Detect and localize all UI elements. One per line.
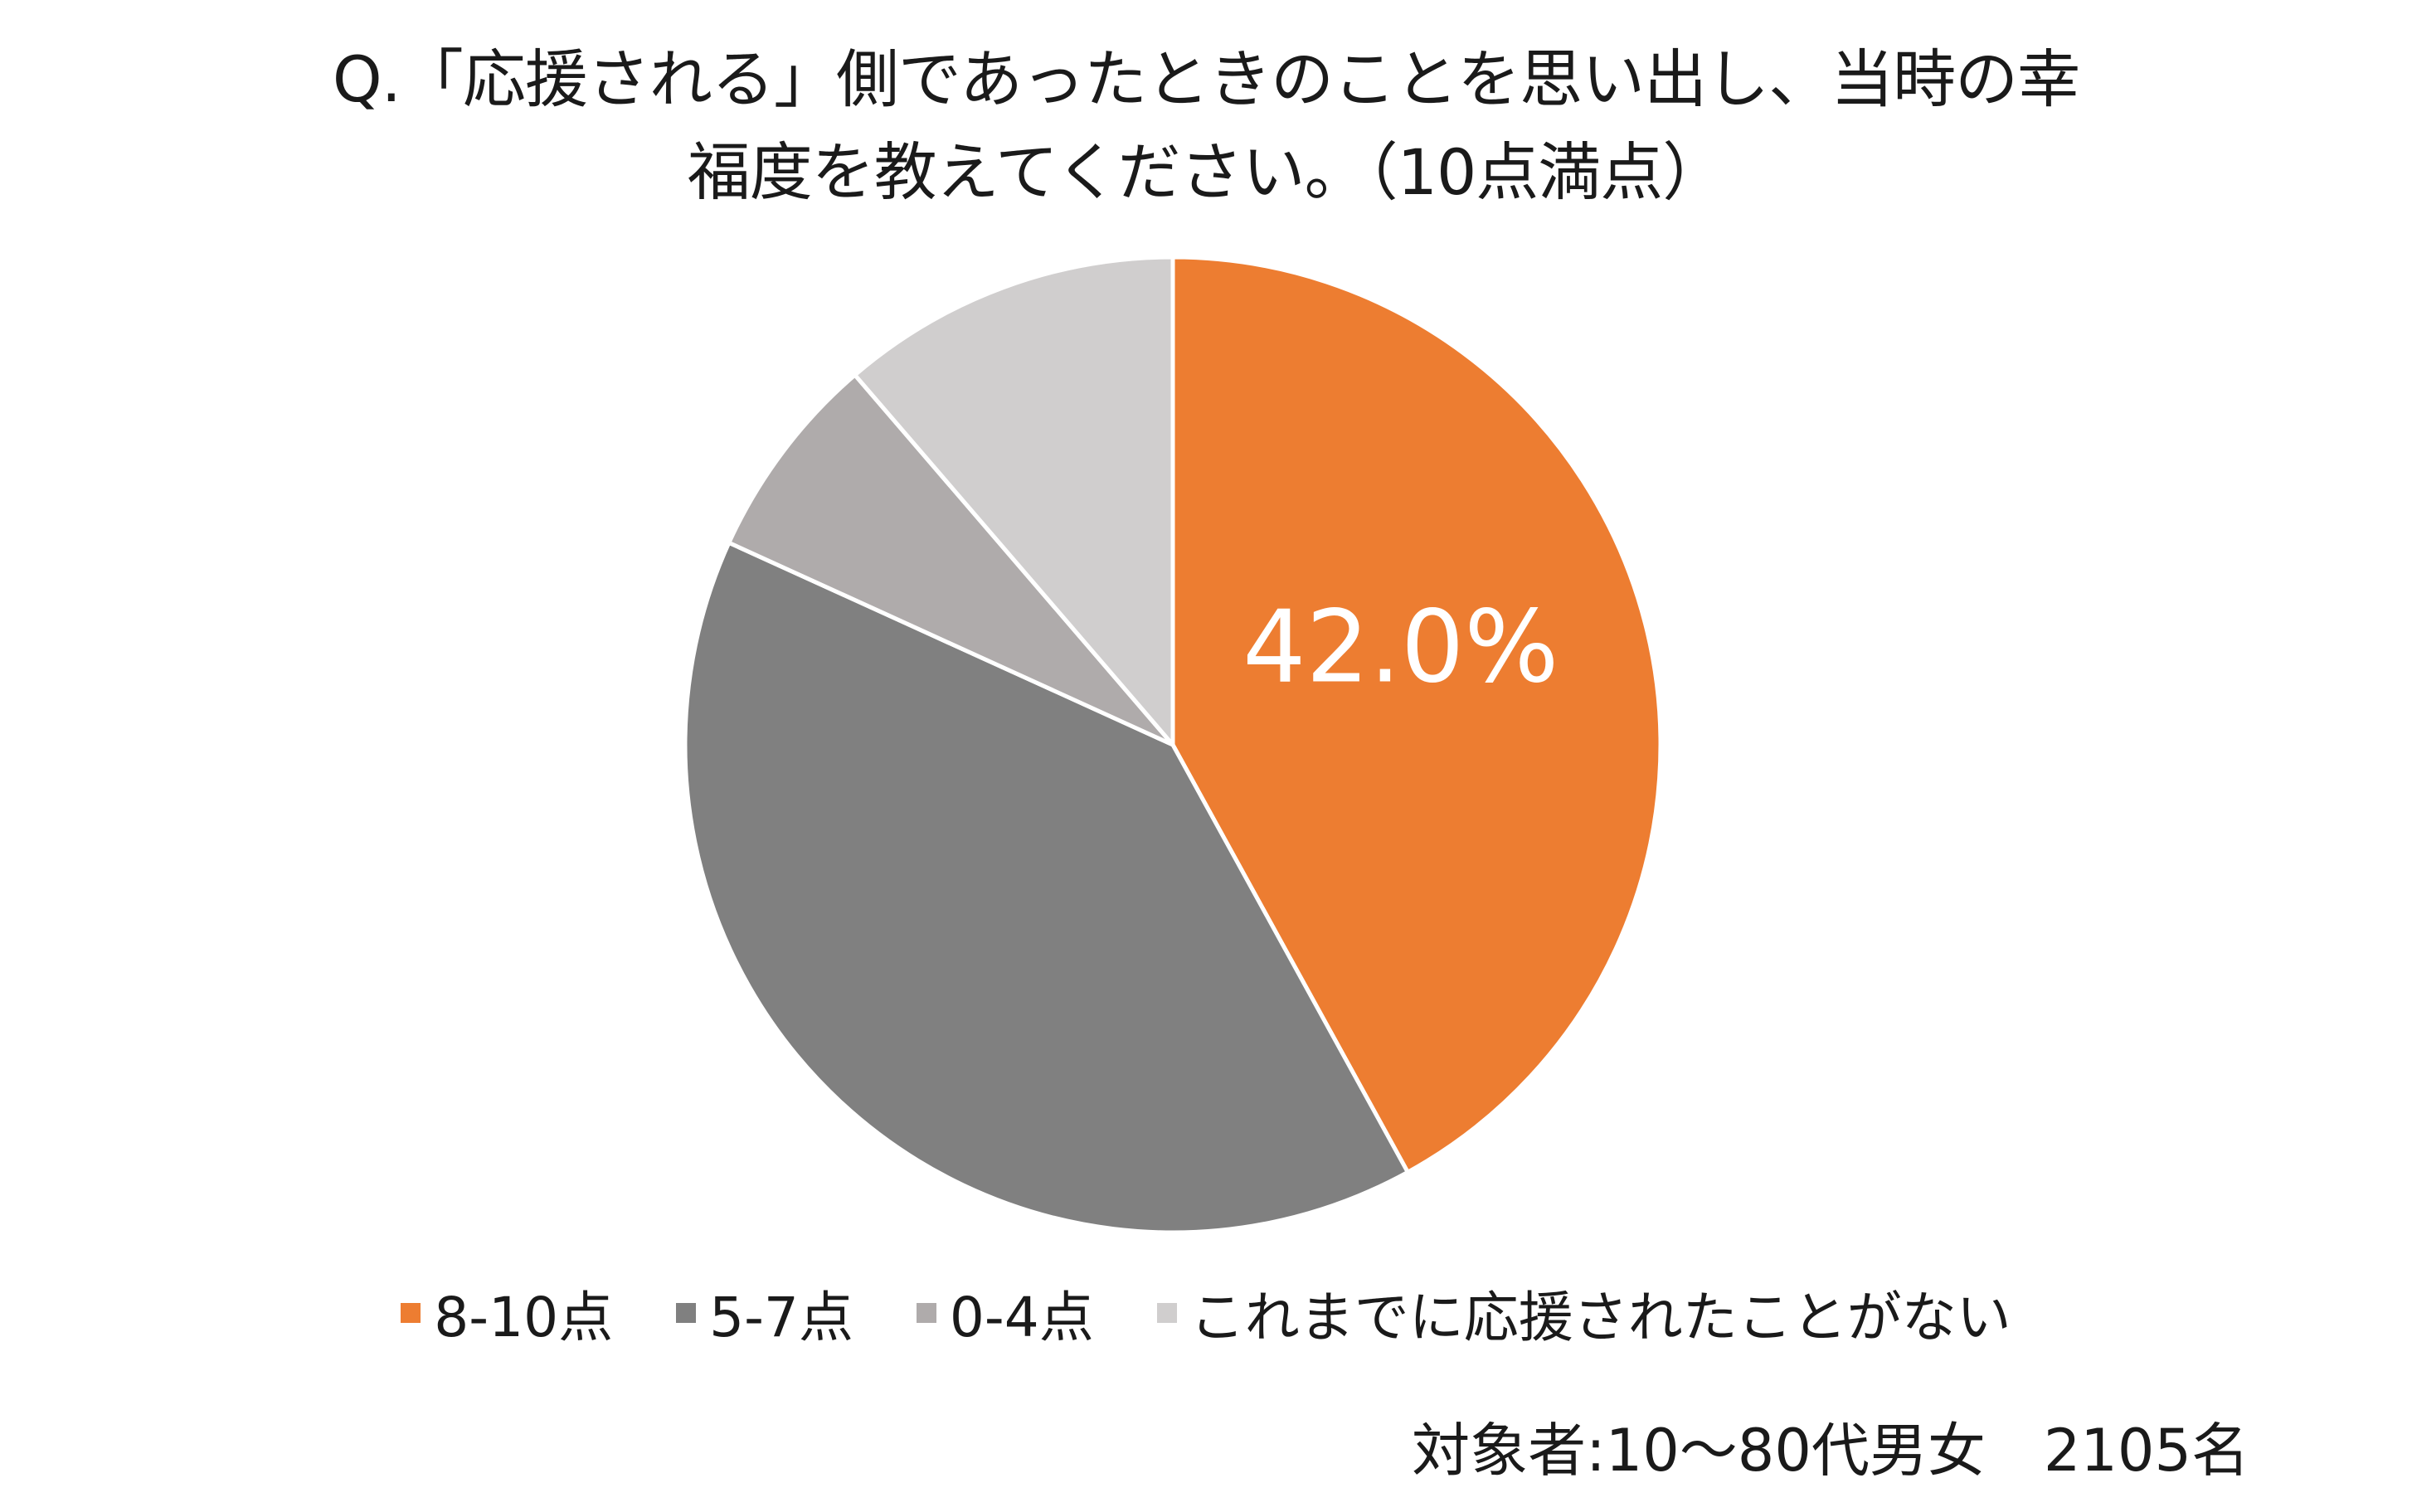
slice-0-4	[727, 372, 1175, 747]
legend-item-never: これまでに応援されたことがない	[1156, 1273, 2011, 1353]
data-label: 42.0%	[1242, 591, 1559, 706]
legend-swatch	[916, 1303, 936, 1323]
legend-swatch	[401, 1303, 421, 1323]
chart-title: Q.「応援される」側であったときのことを思い出し、当時の幸 福度を教えてください…	[0, 33, 2412, 219]
legend-swatch	[1156, 1303, 1177, 1323]
legend: 8-10点 5-7点 0-4点 これまでに応援されたことがない	[0, 1273, 2412, 1353]
legend-label: 8-10点	[434, 1286, 614, 1349]
slice-8-10	[1170, 255, 1663, 1174]
legend-item-0-4: 0-4点	[916, 1273, 1094, 1353]
sample-note: 対象者:10～80代男女 2105名	[1412, 1417, 2249, 1485]
legend-item-5-7: 5-7点	[676, 1273, 853, 1353]
legend-label: 0-4点	[949, 1286, 1094, 1349]
legend-item-8-10: 8-10点	[401, 1273, 613, 1353]
legend-swatch	[676, 1303, 697, 1323]
legend-label: 5-7点	[709, 1286, 853, 1349]
chart-title-line-1: Q.「応援される」側であったときのことを思い出し、当時の幸	[332, 42, 2080, 116]
slice-5-7	[683, 540, 1410, 1235]
legend-label: これまでに応援されたことがない	[1189, 1286, 2011, 1349]
slice-never	[853, 255, 1175, 747]
chart-title-line-2: 福度を教えてください。（10点満点）	[687, 135, 1726, 209]
